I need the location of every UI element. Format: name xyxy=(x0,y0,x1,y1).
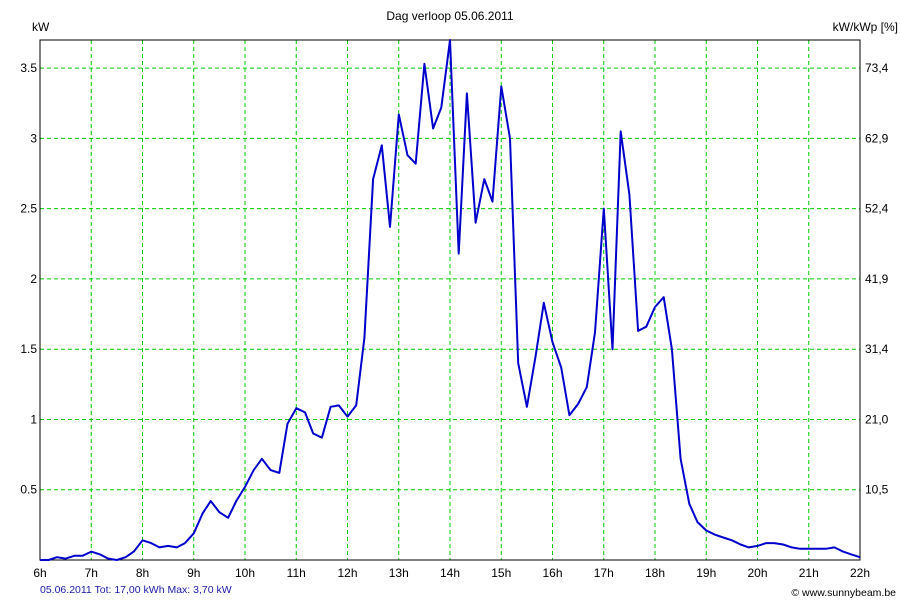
x-tick-label: 22h xyxy=(850,566,870,580)
x-tick-label: 21h xyxy=(799,566,819,580)
y-tick-label-left: 2.5 xyxy=(20,202,37,216)
x-tick-label: 16h xyxy=(542,566,562,580)
y-tick-label-left: 3 xyxy=(30,131,37,145)
y-tick-label-left: 1.5 xyxy=(20,342,37,356)
y-tick-label-right: 62,9 xyxy=(865,131,889,145)
x-tick-label: 18h xyxy=(645,566,665,580)
y-axis-label-left: kW xyxy=(32,20,50,34)
footer-summary: 05.06.2011 Tot: 17,00 kWh Max: 3,70 kW xyxy=(40,584,232,596)
y-tick-label-left: 0.5 xyxy=(20,483,37,497)
tick-labels: 6h 7h 8h 9h 10h 11h 12h 13h 14h 15h 16h 17h 18h 19h 20… xyxy=(20,61,888,580)
x-tick-label: 14h xyxy=(440,566,460,580)
y-tick-label-right: 10,5 xyxy=(865,483,889,497)
x-tick-label: 15h xyxy=(491,566,511,580)
y-axis-label-right: kW/kWp [%] xyxy=(833,20,898,34)
y-tick-label-right: 21,0 xyxy=(865,412,889,426)
x-tick-label: 20h xyxy=(747,566,767,580)
grid xyxy=(40,40,860,560)
y-tick-label-left: 3.5 xyxy=(20,61,37,75)
y-tick-label-right: 73,4 xyxy=(865,61,889,75)
series xyxy=(40,39,861,561)
x-tick-label: 8h xyxy=(136,566,149,580)
y-tick-label-right: 52,4 xyxy=(865,202,889,216)
chart-title: Dag verloop 05.06.2011 xyxy=(386,9,514,23)
y-tick-label-left: 2 xyxy=(30,272,37,286)
y-tick-label-right: 41,9 xyxy=(865,272,889,286)
x-tick-label: 12h xyxy=(337,566,357,580)
y-tick-label-right: 31,4 xyxy=(865,342,889,356)
footer-credit: © www.sunnybeam.be xyxy=(791,587,896,599)
x-tick-label: 17h xyxy=(594,566,614,580)
x-tick-label: 19h xyxy=(696,566,716,580)
x-tick-label: 11h xyxy=(287,566,306,580)
y-tick-label-left: 1 xyxy=(30,412,37,426)
x-tick-label: 13h xyxy=(389,566,409,580)
x-tick-label: 7h xyxy=(85,566,98,580)
x-tick-label: 10h xyxy=(235,566,255,580)
x-tick-label: 6h xyxy=(33,566,46,580)
x-tick-label: 9h xyxy=(187,566,200,580)
series-line xyxy=(40,39,861,561)
